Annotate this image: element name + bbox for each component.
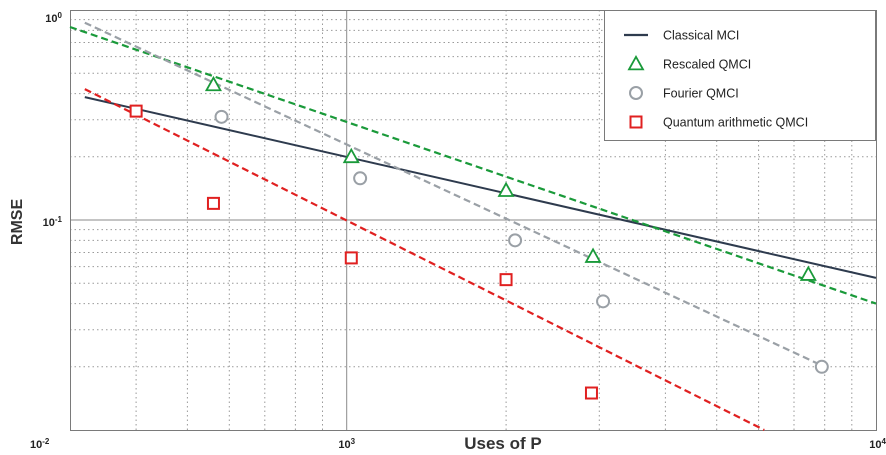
series-3-point-4 (584, 386, 598, 400)
series-2-point-2 (508, 233, 523, 248)
series-1-point-0 (204, 75, 222, 92)
x-tick-label-1: 103 (338, 437, 355, 451)
series-3-point-0 (129, 104, 143, 118)
series-3-point-1 (206, 196, 220, 210)
series-2-point-1 (353, 171, 368, 186)
x-tick-label-0: 10-2 (30, 437, 50, 451)
plot-frame (70, 10, 877, 431)
y-axis-title: RMSE (9, 199, 26, 246)
series-3-point-3 (499, 273, 513, 287)
series-1-point-1 (342, 147, 360, 164)
series-line-2 (84, 21, 826, 368)
legend-swatch-1 (627, 54, 645, 71)
series-line-0 (84, 96, 877, 279)
x-tick-label-2: 104 (869, 437, 886, 451)
legend-swatch-3 (629, 115, 643, 129)
legend-label-3: Quantum arithmetic QMCI (663, 116, 808, 130)
legend-swatch-2 (629, 86, 643, 100)
series-2-point-4 (814, 359, 829, 374)
series-3-point-2 (344, 251, 358, 265)
series-lines (69, 21, 877, 431)
series-1-point-3 (584, 247, 602, 263)
x-axis-title: Uses of P (464, 434, 541, 453)
legend-label-2: Fourier QMCI (663, 87, 739, 101)
y-tick-label-1: 10-1 (43, 215, 63, 229)
series-2-point-0 (214, 109, 229, 124)
legend-box (604, 10, 876, 141)
series-1-point-4 (799, 265, 817, 281)
series-line-3 (84, 88, 765, 431)
legend-label-1: Rescaled QMCI (663, 58, 751, 72)
series-markers (129, 75, 829, 400)
legend-label-0: Classical MCI (663, 29, 739, 43)
tick-labels: 10-2 103 104 100 10-1 (30, 11, 886, 451)
series-2-point-3 (596, 294, 611, 309)
series-1-point-2 (497, 181, 515, 197)
legend: Classical MCI Rescaled QMCI Fourier QMCI Qu… (604, 10, 876, 141)
y-tick-label-0: 100 (45, 11, 62, 25)
series-line-1 (69, 25, 877, 305)
